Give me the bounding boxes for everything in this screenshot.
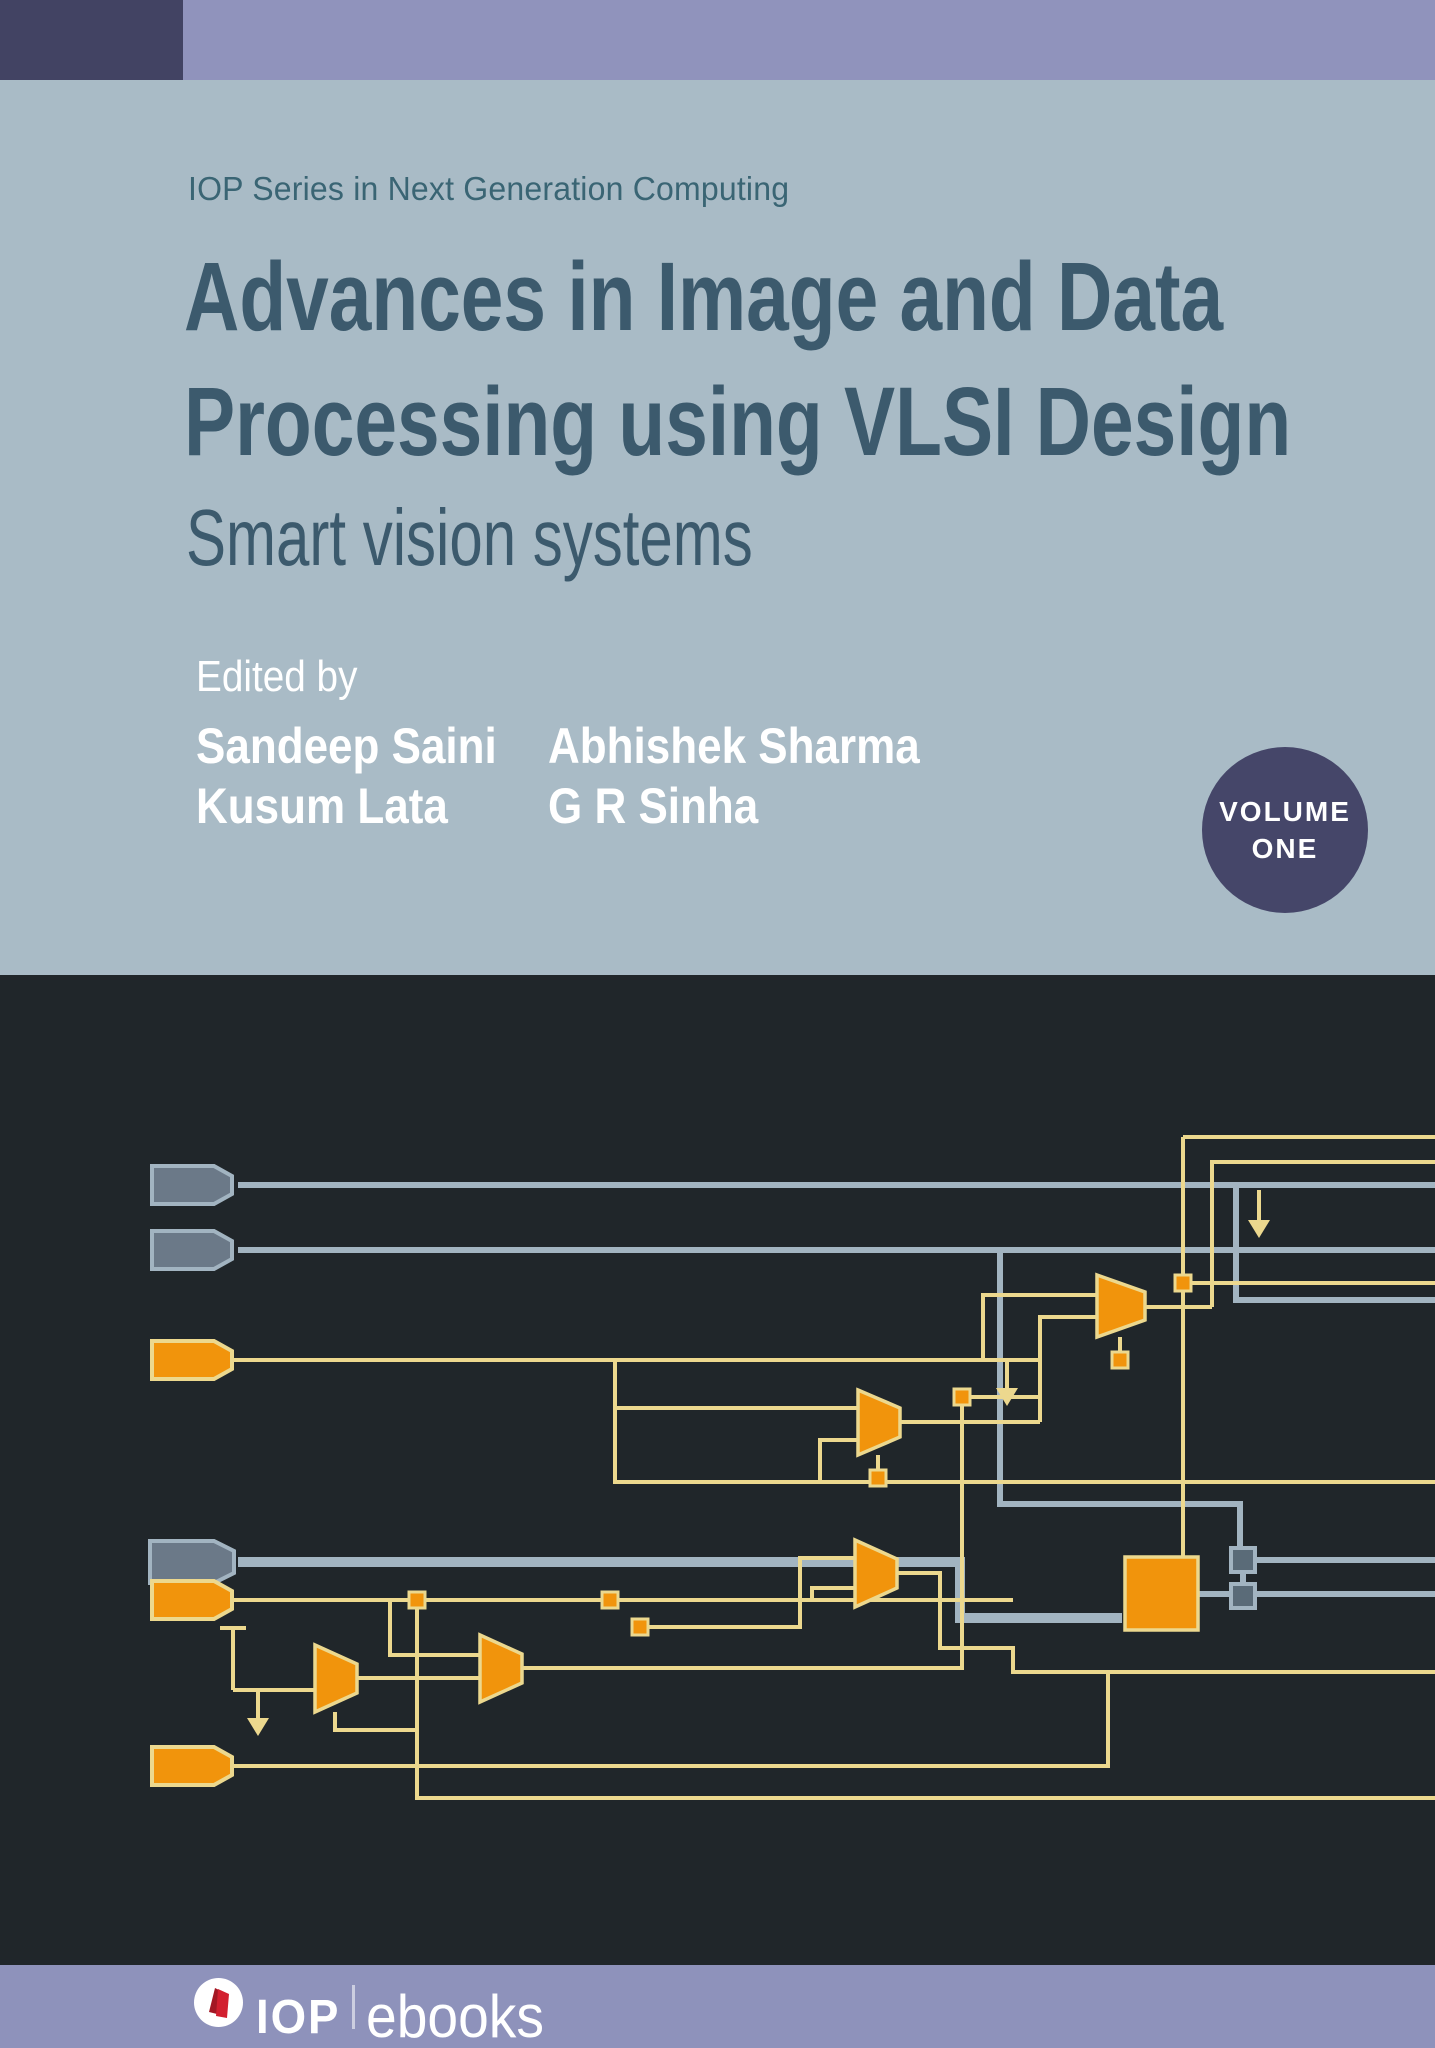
input-pin-orange [150,1339,234,1381]
gate-buffer [478,1632,524,1705]
top-navy-block [0,0,183,80]
ebooks-brand-text: ebooks [366,1983,545,2048]
input-pin-gray [150,1164,234,1206]
input-pin-gray [148,1539,236,1585]
iop-logo-book-icon [194,1978,243,2027]
editor-name: Abhishek Sharma [548,718,920,774]
input-pin-gray [150,1229,234,1271]
gate-buffer [313,1642,359,1715]
edited-by-label: Edited by [196,652,358,701]
gate-buffer [856,1387,902,1458]
volume-badge-line2: ONE [1251,833,1319,864]
vlsi-circuit-illustration [148,1135,1435,1800]
input-pins [148,1164,236,1787]
iop-logo-text: IOP [256,1991,341,2044]
logic-gates [313,1272,1200,1715]
editor-name: Sandeep Saini [196,718,497,774]
book-title-line2: Processing using VLSI Design [184,367,1292,476]
top-purple-band [0,0,1435,80]
logo-divider [352,1985,355,2029]
flow-arrows [247,1190,1270,1736]
book-title: Advances in Image and Data Processing us… [184,234,1435,484]
circuit-artwork-section [0,975,1435,1965]
input-pin-orange [150,1745,234,1787]
editors-column-2: Abhishek Sharma G R Sinha [548,716,970,836]
book-title-line1: Advances in Image and Data [184,242,1224,351]
book-subtitle: Smart vision systems [186,493,753,582]
junction-nodes [407,1273,1257,1637]
gate-buffer [1095,1272,1147,1340]
editor-name: G R Sinha [548,778,759,834]
editors-column-1: Sandeep Saini Kusum Lata [196,716,538,836]
series-title: IOP Series in Next Generation Computing [188,170,790,207]
volume-badge-line1: VOLUME [1219,796,1351,827]
editor-name: Kusum Lata [196,778,448,834]
input-pin-orange [150,1579,234,1621]
processing-block [1123,1555,1200,1632]
gate-buffer [853,1537,899,1610]
volume-badge: VOLUME ONE [1202,747,1368,913]
yellow-wires [220,1135,1435,1800]
